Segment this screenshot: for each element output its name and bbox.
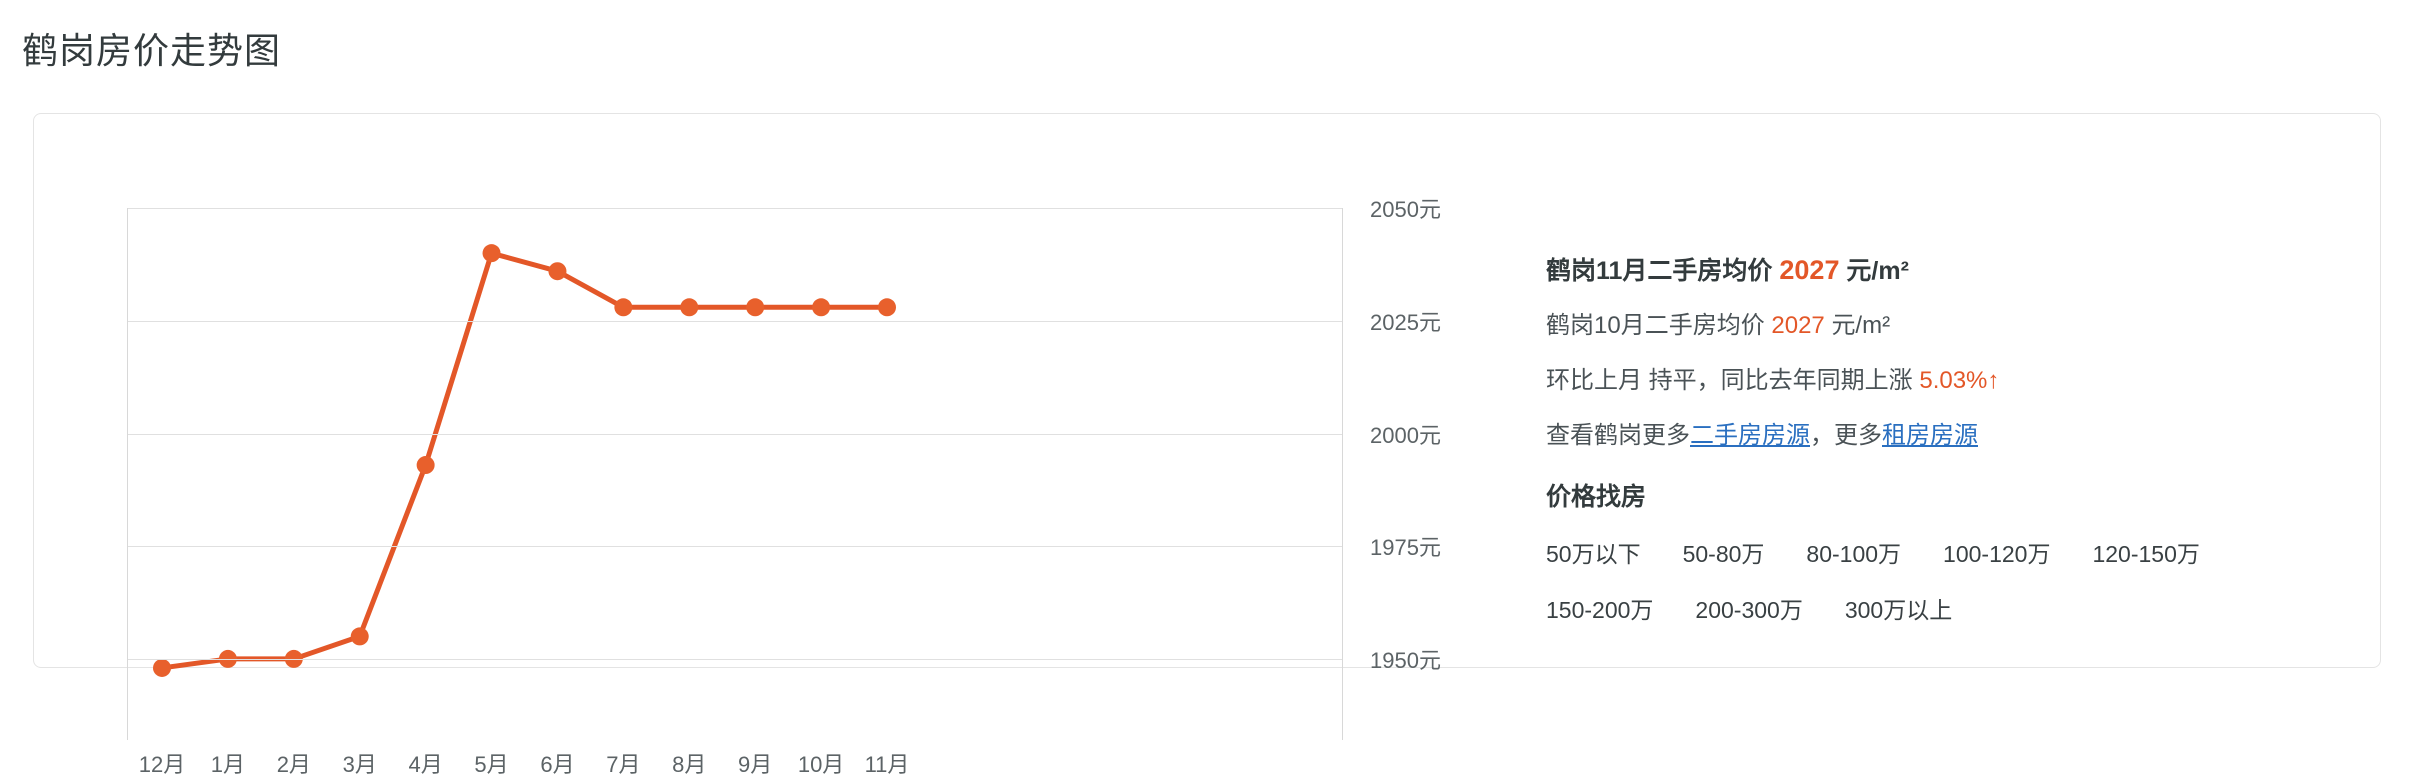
x-axis-tick: 7月 <box>606 752 641 777</box>
price-range-row: 50万以下 50-80万 80-100万 100-120万 120-150万 <box>1546 535 2366 569</box>
y-axis-line-left <box>127 208 128 740</box>
chart-gridline <box>127 208 1342 210</box>
yoy-change-value: 5.03% <box>1919 367 1988 395</box>
house-price-trend-page: 鹤岗房价走势图 1950元 1975元 2000元 2025元 2050元 12月 1月 2… <box>22 30 2381 777</box>
chart-card: 1950元 1975元 2000元 2025元 2050元 12月 1月 2月 3月 4月 5月 6… <box>33 113 2381 777</box>
page-title: 鹤岗房价走势图 <box>22 30 282 71</box>
x-axis-tick: 5月 <box>474 752 509 777</box>
mom-comparison-label: 环比上月 持平，同比去年同期上涨 <box>1546 367 1913 395</box>
more-listings-middle: ，更多 <box>1810 421 1882 449</box>
current-month-price-row: 鹤岗11月二手房均价 2027 元/m² <box>1546 254 2366 286</box>
data-point[interactable] <box>614 298 633 317</box>
data-point[interactable] <box>746 298 765 317</box>
x-axis-tick: 12月 <box>138 752 186 777</box>
x-axis-tick: 10月 <box>797 752 845 777</box>
price-range-tag[interactable]: 50-80万 <box>1682 540 1765 567</box>
chart-gridline <box>127 433 1342 435</box>
previous-price-label: 鹤岗10月二手房均价 <box>1546 312 1765 340</box>
rental-listings-link[interactable]: 租房房源 <box>1882 421 1978 449</box>
data-point[interactable] <box>482 244 501 263</box>
price-range-tag[interactable]: 80-100万 <box>1806 540 1902 567</box>
chart-gridline <box>127 320 1342 322</box>
price-range-tag[interactable]: 300万以上 <box>1844 596 1953 623</box>
more-listings-row: 查看鹤岗更多二手房房源，更多租房房源 <box>1546 422 2366 451</box>
previous-month-price-row: 鹤岗10月二手房均价 2027 元/m² <box>1546 312 2366 341</box>
data-point[interactable] <box>680 298 699 317</box>
secondhand-listings-link[interactable]: 二手房房源 <box>1690 421 1810 449</box>
y-axis-tick: 2000元 <box>1370 422 1441 448</box>
x-axis-tick: 11月 <box>864 752 910 777</box>
x-axis-tick: 3月 <box>342 752 377 777</box>
y-axis-tick: 2025元 <box>1370 309 1441 335</box>
x-axis-tick: 6月 <box>540 752 575 777</box>
price-range-tag[interactable]: 200-300万 <box>1695 596 1803 623</box>
price-line <box>159 250 890 671</box>
price-range-tag[interactable]: 50万以下 <box>1546 540 1641 567</box>
data-point[interactable] <box>812 298 831 317</box>
current-price-label: 鹤岗11月二手房均价 <box>1546 257 1773 285</box>
previous-price-value: 2027 <box>1771 312 1825 340</box>
y-axis-tick: 1950元 <box>1370 647 1441 673</box>
current-price-unit: 元/m² <box>1846 257 1909 285</box>
trend-up-icon: ↑ <box>1987 367 2000 395</box>
x-axis-tick: 4月 <box>408 752 443 777</box>
data-point[interactable] <box>548 262 567 281</box>
y-axis-tick: 2050元 <box>1370 197 1441 223</box>
info-panel: 鹤岗11月二手房均价 2027 元/m² 鹤岗10月二手房均价 2027 元/m… <box>1546 254 2366 647</box>
previous-price-unit: 元/m² <box>1831 312 1891 340</box>
price-trend-chart: 1950元 1975元 2000元 2025元 2050元 12月 1月 2月 3月 4月 5月 6… <box>34 114 1454 777</box>
data-point[interactable] <box>153 658 171 677</box>
price-range-tag[interactable]: 120-150万 <box>2092 540 2200 567</box>
price-range-tag[interactable]: 150-200万 <box>1546 596 1654 623</box>
data-point[interactable] <box>350 627 369 646</box>
more-listings-prefix: 查看鹤岗更多 <box>1546 421 1690 449</box>
price-finder-title: 价格找房 <box>1546 482 1647 511</box>
chart-gridline <box>127 546 1342 548</box>
data-point[interactable] <box>416 456 435 475</box>
price-range-tag[interactable]: 100-120万 <box>1943 540 2051 567</box>
x-axis-tick: 8月 <box>672 752 707 777</box>
x-axis-tick: 2月 <box>276 752 311 777</box>
x-axis-tick: 9月 <box>738 752 773 777</box>
comparison-row: 环比上月 持平，同比去年同期上涨 5.03%↑ <box>1546 367 2366 396</box>
chart-plot-area <box>127 172 1343 740</box>
price-range-row: 150-200万 200-300万 300万以上 <box>1546 591 2366 625</box>
chart-gridline <box>127 658 1342 660</box>
current-price-value: 2027 <box>1779 255 1840 285</box>
y-axis-line-right <box>1342 208 1343 740</box>
data-point[interactable] <box>878 298 896 317</box>
y-axis-tick: 1975元 <box>1370 535 1441 561</box>
x-axis-tick: 1月 <box>210 752 246 777</box>
